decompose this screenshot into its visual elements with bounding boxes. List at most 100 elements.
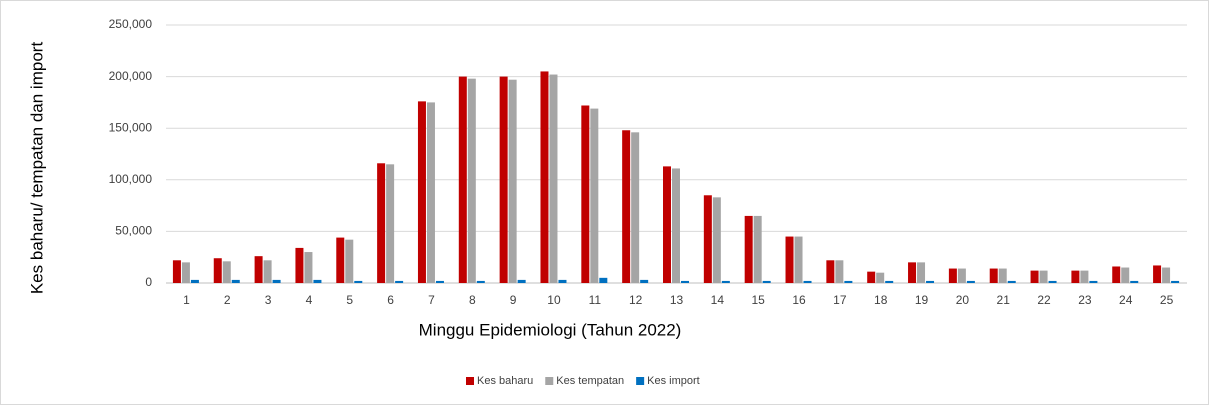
x-tick-label: 23 [1078,293,1092,307]
bar [622,130,631,283]
bar [826,260,835,283]
bar [663,166,671,283]
bar [386,164,395,283]
bar [272,279,281,283]
x-tick-label: 4 [306,293,313,307]
x-tick-label: 8 [469,293,476,307]
bar [1071,270,1080,283]
x-tick-label: 6 [387,293,394,307]
bar [599,277,608,283]
x-tick-label: 18 [874,293,888,307]
bar [672,168,680,283]
x-tick-label: 17 [833,293,847,307]
x-tick-label: 25 [1160,293,1174,307]
x-tick-label: 2 [224,293,231,307]
bar [1112,266,1121,283]
x-tick-label: 16 [792,293,806,307]
bar [631,132,640,283]
y-tick-label: 50,000 [115,224,152,238]
bar [1039,270,1048,283]
bar [458,76,467,283]
bar [885,280,894,283]
bar [998,268,1007,283]
bar [803,280,812,283]
y-tick-label: 0 [145,275,152,289]
bar [926,280,935,283]
x-axis-title: Minggu Epidemiologi (Tahun 2022) [419,320,682,339]
x-tick-label: 24 [1119,293,1133,307]
bar [1153,265,1162,283]
bar [1007,280,1016,283]
bar [581,105,590,283]
y-tick-label: 250,000 [109,17,153,31]
bar [712,197,721,283]
bar [908,262,917,283]
bar [540,71,549,283]
x-tick-label: 10 [547,293,561,307]
bar [681,280,689,283]
bar [181,262,190,283]
y-axis-title: Kes baharu/ tempatan dan import [27,42,46,295]
bar [426,102,435,284]
bar [313,279,322,283]
x-tick-label: 20 [956,293,970,307]
bar [517,279,526,283]
bar [1162,267,1171,283]
bar [1048,280,1057,283]
bar [476,280,485,283]
bar [744,215,753,283]
legend-swatch [636,377,645,385]
bar [867,271,876,283]
x-tick-label: 3 [265,293,272,307]
bar [499,76,508,283]
bar [345,239,354,283]
x-tick-label: 21 [997,293,1011,307]
bar [395,280,404,283]
y-tick-label: 100,000 [109,172,153,186]
bar [957,268,966,283]
bar [377,163,386,283]
x-tick-label: 11 [589,293,602,307]
bar [753,215,762,283]
bar [1130,280,1139,283]
bar [703,195,712,283]
legend-swatch [545,377,554,385]
y-tick-label: 200,000 [109,69,153,83]
bar [835,260,844,283]
bar [1030,270,1039,283]
bar [254,256,263,283]
legend-swatch [466,377,474,385]
legend-label: Kes baharu [477,375,533,387]
bar [304,252,313,283]
y-tick-label: 150,000 [109,120,153,134]
bar [549,74,558,283]
bar [917,262,926,283]
bar [213,258,222,283]
bar [1171,280,1180,283]
bar [435,280,444,283]
bar [354,280,363,283]
x-tick-label: 15 [752,293,766,307]
bar [172,260,181,283]
bar [1089,280,1098,283]
bar [966,280,975,283]
x-tick-label: 12 [629,293,643,307]
bar [336,237,345,283]
bar [1080,270,1089,283]
x-tick-label: 5 [346,293,353,307]
x-tick-label: 1 [183,293,190,307]
bar [467,78,476,283]
legend-label: Kes import [647,375,700,387]
bar [640,279,649,283]
x-tick-label: 7 [428,293,435,307]
bar [721,280,730,283]
bar [948,268,957,283]
bar [508,79,517,283]
bar [590,108,599,283]
x-tick-label: 13 [670,293,684,307]
x-tick-label: 14 [711,293,725,307]
bar [558,279,567,283]
bar [263,260,272,283]
